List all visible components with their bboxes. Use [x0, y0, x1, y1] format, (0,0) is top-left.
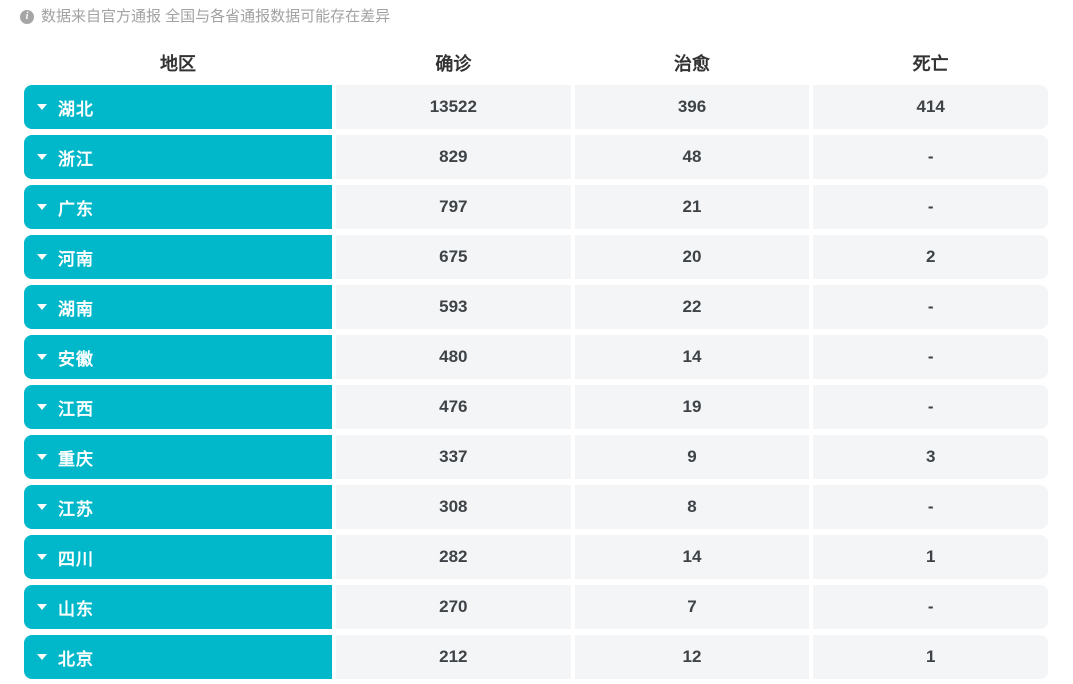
chevron-down-icon [37, 104, 47, 110]
confirmed-value: 308 [336, 485, 571, 529]
region-expand-button[interactable]: 江苏 [24, 485, 332, 529]
region-label: 浙江 [58, 149, 94, 169]
table-row: 安徽 480 14 - [24, 335, 1049, 379]
cured-value: 21 [574, 185, 810, 229]
deaths-value: - [813, 485, 1049, 529]
region-expand-button[interactable]: 河南 [24, 235, 332, 279]
region-expand-button[interactable]: 四川 [24, 535, 332, 579]
chevron-down-icon [37, 454, 47, 460]
chevron-down-icon [37, 504, 47, 510]
deaths-value: - [813, 335, 1049, 379]
region-label: 湖南 [58, 299, 94, 319]
chevron-down-icon [37, 154, 47, 160]
cured-value: 14 [574, 335, 810, 379]
table-row: 湖北 13522 396 414 [24, 85, 1049, 129]
region-label: 江苏 [58, 499, 94, 519]
table-row: 北京 212 12 1 [24, 635, 1049, 679]
confirmed-value: 829 [336, 135, 571, 179]
header-deaths: 死亡 [912, 54, 949, 74]
cured-value: 9 [574, 435, 810, 479]
header-confirmed: 确诊 [435, 54, 472, 74]
table-row: 浙江 829 48 - [24, 135, 1049, 179]
region-expand-button[interactable]: 重庆 [24, 435, 332, 479]
deaths-value: 1 [813, 635, 1049, 679]
chevron-down-icon [37, 654, 47, 660]
region-expand-button[interactable]: 广东 [24, 185, 332, 229]
cured-value: 48 [574, 135, 810, 179]
table-row: 江西 476 19 - [24, 385, 1049, 429]
deaths-value: 2 [813, 235, 1049, 279]
region-expand-button[interactable]: 山东 [24, 585, 332, 629]
deaths-value: 414 [813, 85, 1049, 129]
deaths-value: - [813, 135, 1049, 179]
chevron-down-icon [37, 304, 47, 310]
deaths-value: - [813, 385, 1049, 429]
region-expand-button[interactable]: 江西 [24, 385, 332, 429]
confirmed-value: 480 [336, 335, 571, 379]
chevron-down-icon [37, 404, 47, 410]
province-stats-table: 地区 确诊 治愈 死亡 湖北 13522 396 414 浙江 829 48 -… [24, 41, 1049, 679]
region-expand-button[interactable]: 湖南 [24, 285, 332, 329]
deaths-value: - [813, 585, 1049, 629]
region-label: 安徽 [58, 349, 94, 369]
chevron-down-icon [37, 354, 47, 360]
table-body: 湖北 13522 396 414 浙江 829 48 - 广东 797 21 -… [24, 85, 1049, 679]
region-expand-button[interactable]: 安徽 [24, 335, 332, 379]
region-expand-button[interactable]: 北京 [24, 635, 332, 679]
region-label: 四川 [58, 549, 94, 569]
table-row: 河南 675 20 2 [24, 235, 1049, 279]
cured-value: 19 [574, 385, 810, 429]
table-header-row: 地区 确诊 治愈 死亡 [24, 41, 1048, 85]
confirmed-value: 337 [336, 435, 571, 479]
table-row: 湖南 593 22 - [24, 285, 1049, 329]
header-cured: 治愈 [674, 54, 710, 74]
region-label: 湖北 [58, 99, 94, 119]
cured-value: 8 [574, 485, 810, 529]
region-label: 山东 [58, 599, 94, 619]
header-region: 地区 [160, 54, 196, 74]
region-expand-button[interactable]: 浙江 [24, 135, 332, 179]
confirmed-value: 593 [336, 285, 571, 329]
cured-value: 22 [574, 285, 810, 329]
confirmed-value: 270 [336, 585, 571, 629]
cured-value: 20 [574, 235, 810, 279]
info-icon: i [20, 10, 34, 24]
confirmed-value: 212 [336, 635, 571, 679]
region-label: 广东 [58, 199, 94, 219]
deaths-value: - [813, 185, 1049, 229]
confirmed-value: 675 [336, 235, 571, 279]
table-row: 山东 270 7 - [24, 585, 1049, 629]
region-label: 重庆 [58, 449, 94, 469]
chevron-down-icon [37, 604, 47, 610]
confirmed-value: 282 [336, 535, 571, 579]
confirmed-value: 797 [336, 185, 571, 229]
table-row: 江苏 308 8 - [24, 485, 1049, 529]
table-row: 四川 282 14 1 [24, 535, 1049, 579]
chevron-down-icon [37, 204, 47, 210]
region-expand-button[interactable]: 湖北 [24, 85, 332, 129]
chevron-down-icon [37, 254, 47, 260]
table-row: 重庆 337 9 3 [24, 435, 1049, 479]
region-label: 江西 [58, 399, 94, 419]
chevron-down-icon [37, 554, 47, 560]
table-row: 广东 797 21 - [24, 185, 1049, 229]
confirmed-value: 13522 [336, 85, 571, 129]
cured-value: 396 [574, 85, 810, 129]
cured-value: 14 [574, 535, 810, 579]
cured-value: 7 [574, 585, 810, 629]
region-label: 河南 [58, 249, 94, 269]
deaths-value: - [813, 285, 1049, 329]
cured-value: 12 [574, 635, 810, 679]
data-source-disclaimer: i 数据来自官方通报 全国与各省通报数据可能存在差异 [0, 0, 1073, 26]
region-label: 北京 [58, 649, 94, 669]
deaths-value: 1 [813, 535, 1049, 579]
confirmed-value: 476 [336, 385, 571, 429]
deaths-value: 3 [813, 435, 1049, 479]
disclaimer-text: 数据来自官方通报 全国与各省通报数据可能存在差异 [41, 8, 391, 25]
